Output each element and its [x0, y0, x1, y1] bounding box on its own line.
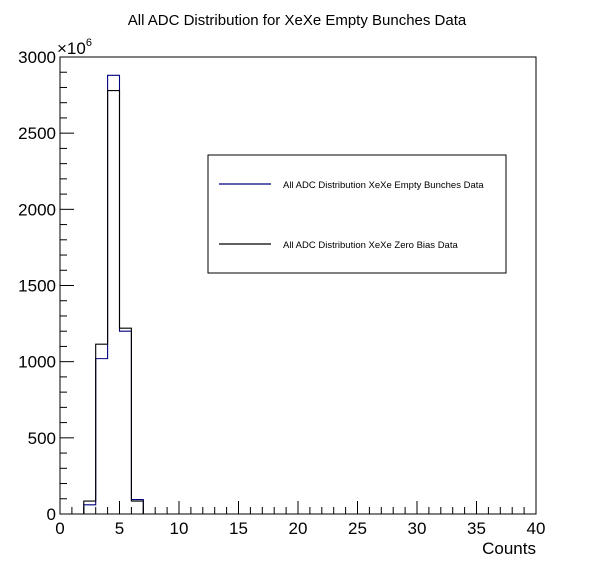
histogram-series-1: [60, 89, 536, 515]
x-tick-label: 15: [229, 519, 248, 538]
y-tick-label: 500: [28, 429, 56, 448]
y-tick-label: 2500: [18, 124, 56, 143]
y-axis-multiplier: ×106: [57, 37, 92, 58]
x-tick-label: 0: [55, 519, 64, 538]
y-tick-label: 1500: [18, 277, 56, 296]
x-tick-label: 10: [170, 519, 189, 538]
x-tick-label: 40: [527, 519, 546, 538]
legend-label-empty-bunches: All ADC Distribution XeXe Empty Bunches …: [283, 180, 484, 191]
legend-label-zero-bias: All ADC Distribution XeXe Zero Bias Data: [283, 240, 458, 251]
x-tick-label: 35: [467, 519, 486, 538]
legend-box: [207, 154, 507, 274]
chart-title: All ADC Distribution for XeXe Empty Bunc…: [128, 12, 467, 29]
histogram-series-layer: [60, 74, 536, 515]
x-tick-label: 25: [348, 519, 367, 538]
y-axis-multiplier-base: ×10: [57, 39, 86, 58]
x-tick-label: 30: [408, 519, 427, 538]
y-tick-label: 0: [47, 505, 56, 524]
y-tick-label: 2000: [18, 200, 56, 219]
y-tick-label: 1000: [18, 353, 56, 372]
legend: All ADC Distribution XeXe Empty Bunches …: [207, 154, 507, 274]
x-tick-label: 20: [289, 519, 308, 538]
y-axis: 0 500 1000 1500 2000 2500 3000: [18, 48, 74, 524]
x-axis-label: Counts: [482, 539, 536, 558]
y-axis-multiplier-exponent: 6: [86, 37, 92, 49]
x-tick-label: 5: [115, 519, 124, 538]
x-axis: 0 5 10 15 20 25 30 35 40: [55, 501, 545, 538]
y-tick-label: 3000: [18, 48, 56, 67]
